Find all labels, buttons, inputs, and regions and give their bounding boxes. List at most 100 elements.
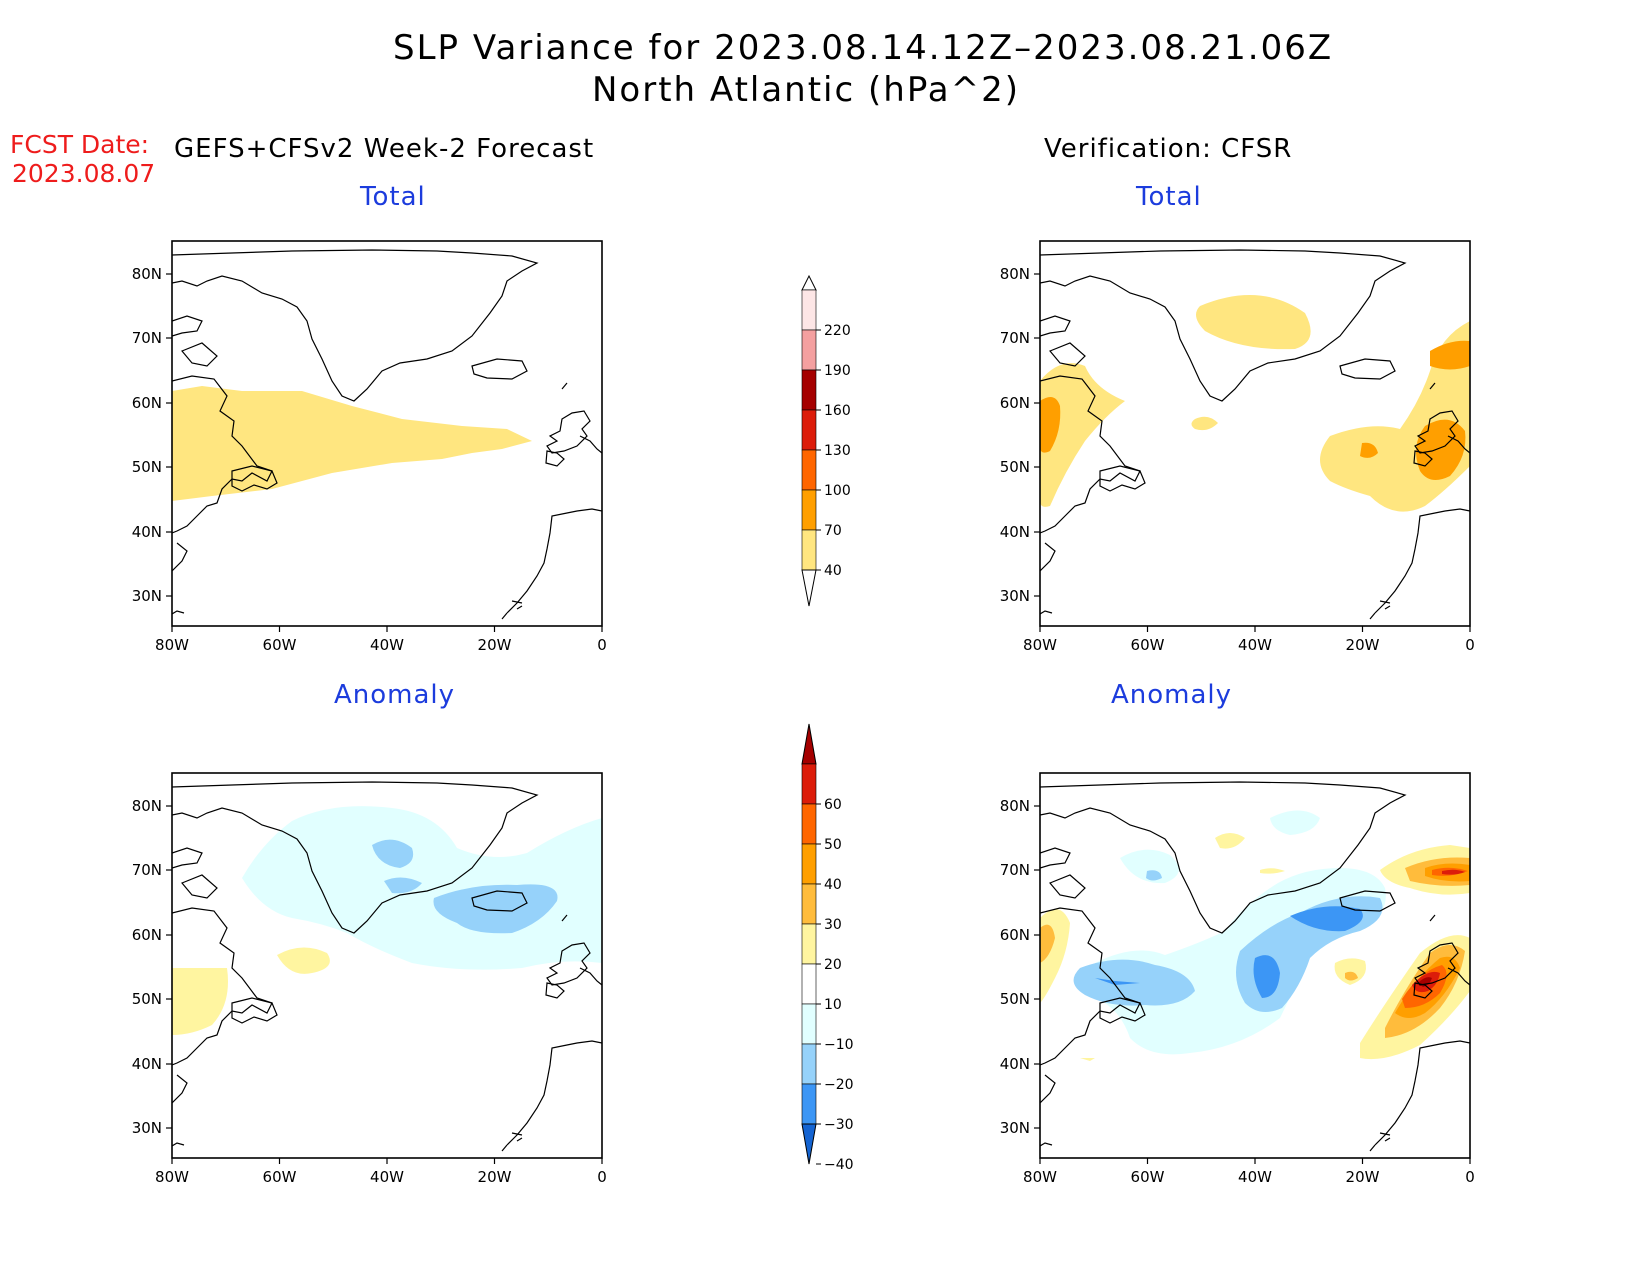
colorbar-segment xyxy=(801,803,817,845)
shaded-region xyxy=(1442,869,1465,875)
lat-tick-label: 40N xyxy=(132,523,162,541)
shaded-region xyxy=(172,968,228,1035)
shaded-region xyxy=(1040,924,1055,963)
lat-tick-label: 30N xyxy=(132,587,162,605)
lon-tick-label: 80W xyxy=(155,636,189,654)
lon-tick-label: 20W xyxy=(1346,636,1380,654)
lat-tick-label: 70N xyxy=(1000,329,1030,347)
shaded-region xyxy=(1290,906,1363,932)
colorbar-segment xyxy=(801,883,817,925)
colorbar-bottom-extension xyxy=(801,569,817,607)
shaded-field-verif-anomaly xyxy=(1040,810,1470,1061)
colorbar-segment xyxy=(801,1003,817,1045)
lat-tick-label: 60N xyxy=(1000,394,1030,412)
lon-tick-label: 40W xyxy=(1238,1168,1272,1186)
colorbar-segment xyxy=(801,1083,817,1125)
colorbar-segment xyxy=(801,369,817,411)
lon-tick-label: 20W xyxy=(478,636,512,654)
colorbar-segment xyxy=(801,329,817,371)
map-panel-verif-total: 80W 60W 40W 20W 0 80N 70N 60N 50N 40N 30N xyxy=(1000,240,1475,654)
shaded-region xyxy=(1253,955,1280,998)
shaded-region xyxy=(384,877,422,894)
colorbar-label: −20 xyxy=(824,1077,854,1093)
lon-tick-label: 20W xyxy=(478,1168,512,1186)
colorbar-segment xyxy=(801,449,817,491)
lon-tick-label: 0 xyxy=(597,636,607,654)
lat-tick-label: 50N xyxy=(132,458,162,476)
colorbar-label: 50 xyxy=(824,837,842,853)
colorbar-label: 20 xyxy=(824,957,842,973)
lon-tick-label: 60W xyxy=(263,636,297,654)
colorbar-label: 10 xyxy=(824,997,842,1013)
colorbar-segment xyxy=(801,489,817,531)
lon-tick-label: 60W xyxy=(1131,1168,1165,1186)
colorbar-top-extension xyxy=(801,723,817,765)
shaded-region xyxy=(1260,868,1285,874)
shaded-region xyxy=(433,884,558,934)
colorbar-segment xyxy=(801,1043,817,1085)
lat-tick-label: 80N xyxy=(132,265,162,283)
shaded-region xyxy=(1146,870,1162,881)
shaded-field-fcst-total xyxy=(172,386,532,501)
map-panel-fcst-anomaly: 80W 60W 40W 20W 0 80N 70N 60N 50N 40N 30N xyxy=(132,772,607,1186)
colorbar-label: 100 xyxy=(824,483,851,499)
colorbar-top-extension xyxy=(801,274,817,291)
fcst-date-value: 2023.08.07 xyxy=(12,159,156,188)
colorbar-segment xyxy=(801,963,817,1005)
shaded-region xyxy=(1040,363,1125,507)
fcst-date-label: FCST Date: xyxy=(10,130,150,159)
colorbar-anomaly: 60 50 40 30 20 10 −10 −20 −30 −40 xyxy=(801,723,854,1173)
lon-tick-label: 80W xyxy=(155,1168,189,1186)
colorbar-label: 40 xyxy=(824,877,842,893)
lon-tick-label: 0 xyxy=(1465,1168,1475,1186)
lat-tick-label: 70N xyxy=(132,861,162,879)
forecast-heading: GEFS+CFSv2 Week-2 Forecast xyxy=(174,134,595,164)
colorbar-segment xyxy=(801,409,817,451)
colorbar-label: 190 xyxy=(824,363,851,379)
lon-tick-label: 60W xyxy=(1131,636,1165,654)
lat-tick-label: 80N xyxy=(1000,265,1030,283)
colorbar-label: 70 xyxy=(824,523,842,539)
lat-tick-label: 50N xyxy=(1000,458,1030,476)
shaded-field-fcst-anomaly xyxy=(172,806,602,1035)
shaded-region xyxy=(1345,971,1358,981)
colorbar-label: −30 xyxy=(824,1117,854,1133)
lat-tick-label: 60N xyxy=(1000,926,1030,944)
lat-tick-label: 30N xyxy=(132,1119,162,1137)
shaded-region xyxy=(1040,397,1061,453)
lat-tick-label: 70N xyxy=(132,329,162,347)
colorbar-label: −40 xyxy=(824,1157,854,1173)
lon-tick-label: 20W xyxy=(1346,1168,1380,1186)
lon-tick-label: 80W xyxy=(1023,1168,1057,1186)
colorbar-segment xyxy=(801,529,817,571)
figure-title-line1: SLP Variance for 2023.08.14.12Z–2023.08.… xyxy=(393,28,1334,68)
colorbar-label: 160 xyxy=(824,403,851,419)
colorbar-label: 130 xyxy=(824,443,851,459)
shaded-region xyxy=(1334,958,1366,985)
colorbar-segment xyxy=(801,763,817,805)
shaded-region xyxy=(277,947,330,974)
colorbar-bottom-extension xyxy=(801,1123,817,1165)
shaded-region xyxy=(1430,340,1470,370)
shaded-field-verif-total xyxy=(1040,295,1470,512)
panel-title-verif-total: Total xyxy=(1136,182,1202,212)
shaded-region xyxy=(1196,295,1311,350)
shaded-region xyxy=(1416,419,1466,480)
figure-title-line2: North Atlantic (hPa^2) xyxy=(592,70,1021,110)
lat-tick-label: 80N xyxy=(132,797,162,815)
map-panel-fcst-total: 80W 60W 40W 20W 0 80N 70N 60N 50N 40N 30N xyxy=(132,240,607,654)
colorbar-label: 40 xyxy=(824,563,842,579)
lat-tick-label: 80N xyxy=(1000,797,1030,815)
lon-tick-label: 60W xyxy=(263,1168,297,1186)
shaded-region xyxy=(1270,810,1320,835)
lat-tick-label: 30N xyxy=(1000,587,1030,605)
map-panel-verif-anomaly: 80W 60W 40W 20W 0 80N 70N 60N 50N 40N 30N xyxy=(1000,772,1475,1186)
lon-tick-label: 40W xyxy=(370,636,404,654)
lat-tick-label: 60N xyxy=(132,394,162,412)
lat-tick-label: 40N xyxy=(1000,523,1030,541)
lat-tick-label: 60N xyxy=(132,926,162,944)
colorbar-total: 220 190 160 130 100 70 40 xyxy=(801,274,851,607)
shaded-region xyxy=(1080,1058,1095,1061)
colorbar-label: 30 xyxy=(824,917,842,933)
